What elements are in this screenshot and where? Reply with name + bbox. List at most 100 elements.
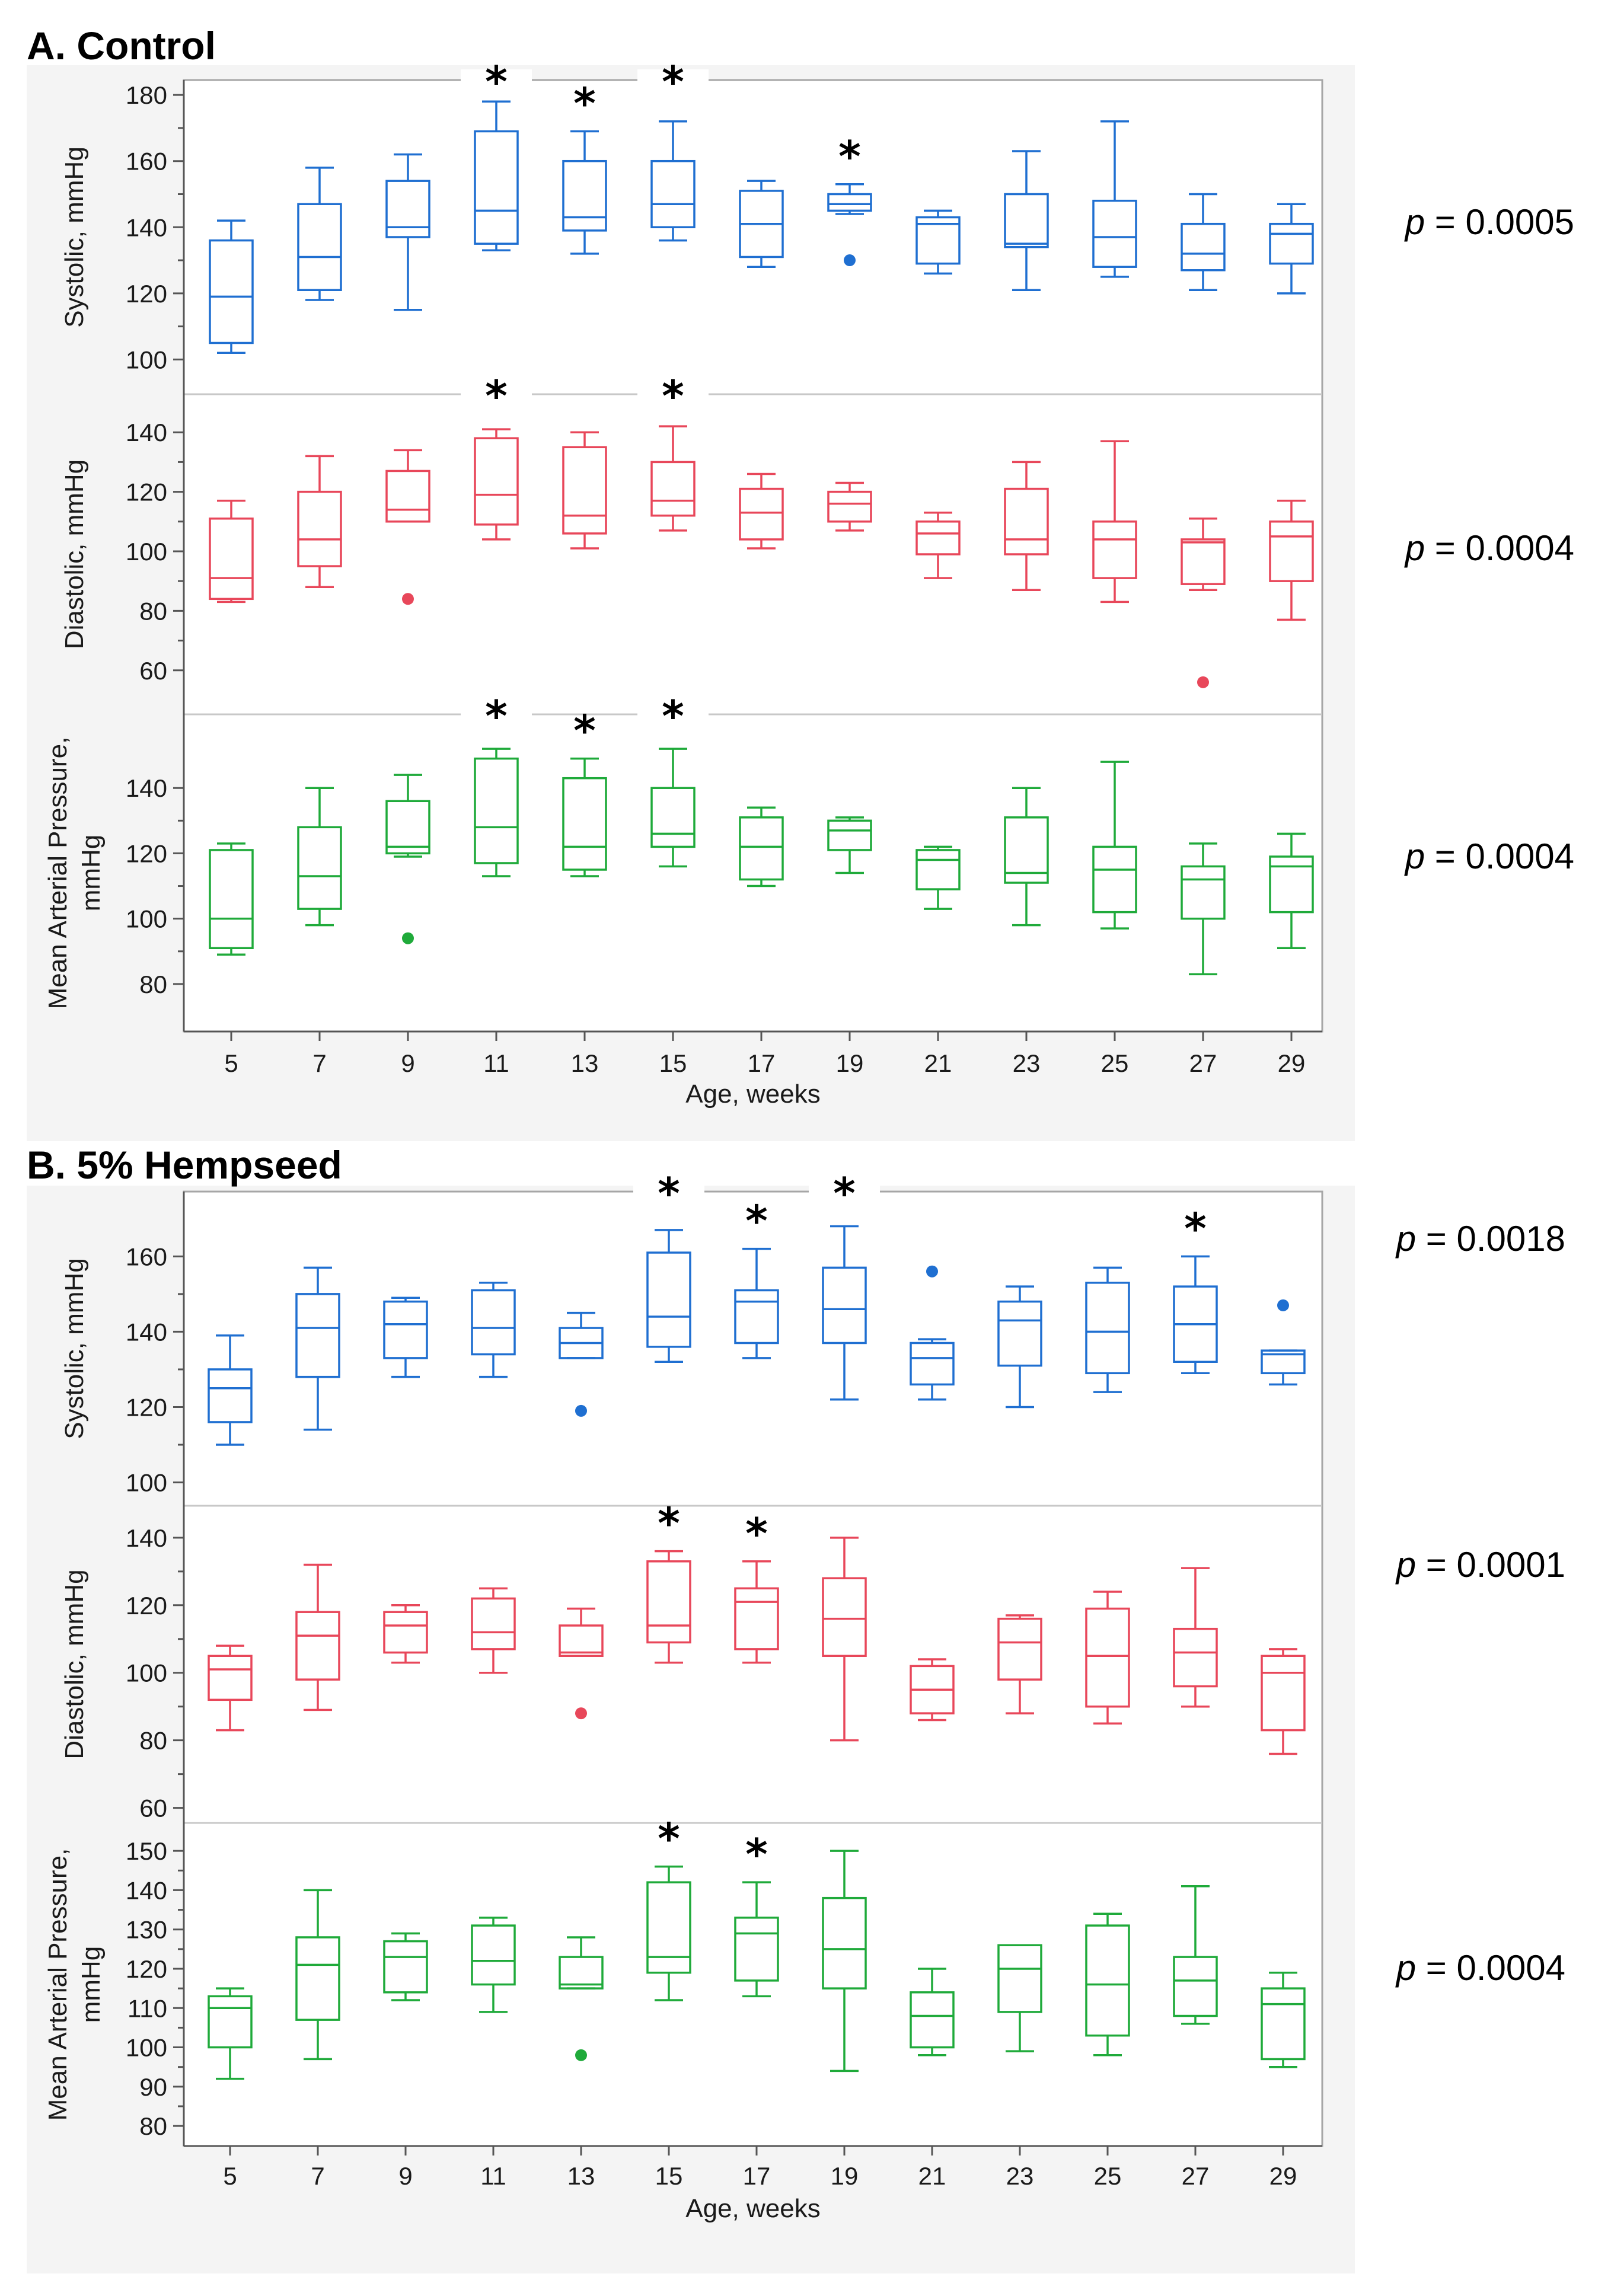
box-29 xyxy=(1269,832,1314,949)
box-iqr xyxy=(1261,1987,1306,2061)
box-iqr xyxy=(1085,1282,1130,1375)
x-tick-label: 5 xyxy=(224,1049,238,1077)
subplot-map: 80 100 120 140 Mean Arterial Pressure, mmHg * *… xyxy=(43,691,1314,1010)
significance-star: * xyxy=(833,1168,856,1218)
star-backdrop xyxy=(637,384,709,407)
box-iqr xyxy=(1181,865,1226,920)
x-tick-label: 19 xyxy=(831,2162,859,2190)
box-15 xyxy=(646,1865,691,2001)
box-iqr xyxy=(734,1289,779,1345)
box-iqr xyxy=(208,1995,253,2049)
box-iqr xyxy=(1181,222,1226,272)
p-value-number: = 0.0005 xyxy=(1425,202,1574,242)
box-iqr xyxy=(297,203,342,291)
box-19 xyxy=(827,816,872,874)
p-value-symbol: p xyxy=(1404,202,1425,242)
box-13 xyxy=(562,757,607,877)
x-tick-label: 23 xyxy=(1013,1049,1041,1077)
box-iqr xyxy=(1261,1655,1306,1732)
x-tick-label: 9 xyxy=(398,2162,412,2190)
significance-star: * xyxy=(485,57,508,107)
star-backdrop xyxy=(809,1181,880,1205)
star-backdrop xyxy=(461,704,532,727)
box-23 xyxy=(997,1614,1042,1714)
star-backdrop xyxy=(637,69,709,93)
box-11 xyxy=(471,1917,516,2013)
x-tick-label: 13 xyxy=(567,2162,595,2190)
outlier-point xyxy=(402,593,414,605)
box-iqr xyxy=(1085,1607,1130,1708)
box-21 xyxy=(910,1338,955,1401)
panel-b-title: B. 5% Hempseed xyxy=(27,1143,342,1187)
significance-star: * xyxy=(573,79,596,129)
box-iqr xyxy=(910,1342,955,1386)
x-tick-label: 9 xyxy=(401,1049,414,1077)
y-tick-label: 180 xyxy=(126,81,167,109)
significance-star: * xyxy=(745,1509,768,1559)
box-iqr xyxy=(1004,487,1049,555)
box-iqr xyxy=(385,800,430,855)
subplot-diastolic: 60 80 100 120 140 Diastolic, mmHg * * xyxy=(60,371,1314,688)
y-tick-label: 140 xyxy=(126,774,167,802)
p-value-symbol: p xyxy=(1395,1948,1416,1988)
y-tick-label: 140 xyxy=(126,419,167,446)
y-axis-title: Mean Arterial Pressure, xyxy=(43,737,72,1010)
x-tick-label: 7 xyxy=(312,1049,326,1077)
p-value-symbol: p xyxy=(1395,1545,1416,1585)
y-tick-label: 100 xyxy=(126,2034,167,2062)
x-tick-label: 11 xyxy=(480,2162,506,2190)
x-tick-label: 21 xyxy=(924,1049,952,1077)
x-tick-label: 21 xyxy=(918,2162,946,2190)
box-iqr xyxy=(1092,520,1137,579)
box-5 xyxy=(209,499,254,603)
y-tick-label: 160 xyxy=(126,148,167,175)
significance-star: * xyxy=(745,1196,768,1246)
box-29 xyxy=(1269,499,1314,621)
box-iqr xyxy=(1092,845,1137,914)
y-tick-label: 120 xyxy=(126,1955,167,1983)
box-iqr xyxy=(997,1617,1042,1681)
box-iqr xyxy=(385,180,430,238)
box-iqr xyxy=(1173,1956,1218,2017)
box-23 xyxy=(997,1944,1042,2052)
box-17 xyxy=(734,1881,779,1998)
x-tick-label: 25 xyxy=(1094,2162,1122,2190)
box-iqr xyxy=(739,816,784,881)
box-iqr xyxy=(295,1936,340,2021)
box-17 xyxy=(734,1560,779,1664)
y-tick-label: 100 xyxy=(126,905,167,933)
y-tick-label: 140 xyxy=(126,1318,167,1346)
box-13 xyxy=(559,1311,604,1359)
box-iqr xyxy=(822,1577,867,1658)
y-tick-label: 100 xyxy=(126,1469,167,1497)
box-25 xyxy=(1092,120,1137,278)
box-17 xyxy=(739,472,784,550)
box-27 xyxy=(1173,1885,1218,2025)
significance-star: * xyxy=(662,691,684,741)
box-iqr xyxy=(1181,538,1226,585)
box-19 xyxy=(827,481,872,532)
y-tick-label: 100 xyxy=(126,346,167,373)
p-value-number: = 0.0001 xyxy=(1416,1545,1565,1585)
box-iqr xyxy=(822,1266,867,1345)
box-29 xyxy=(1261,1349,1306,1386)
box-15 xyxy=(650,425,696,532)
box-13 xyxy=(562,431,607,550)
box-27 xyxy=(1173,1255,1218,1375)
box-25 xyxy=(1085,1591,1130,1725)
box-iqr xyxy=(827,490,872,523)
box-iqr xyxy=(646,1881,691,1974)
significance-star: * xyxy=(573,706,596,756)
x-tick-label: 15 xyxy=(659,1049,687,1077)
y-tick-label: 80 xyxy=(139,970,167,998)
box-iqr xyxy=(297,490,342,567)
outlier-point xyxy=(1277,1299,1289,1311)
box-iqr xyxy=(827,819,872,851)
significance-star: * xyxy=(662,371,684,421)
box-iqr xyxy=(383,1611,428,1654)
panel-b: B. 5% Hempseed Age, weeks 5 7 9 11 13 15 17 19 2… xyxy=(27,1143,1565,2273)
box-25 xyxy=(1085,1266,1130,1393)
y-tick-label: 120 xyxy=(126,1393,167,1421)
subplot-diastolic: 60 80 100 120 140 Diastolic, mmHg * * xyxy=(60,1499,1306,1822)
